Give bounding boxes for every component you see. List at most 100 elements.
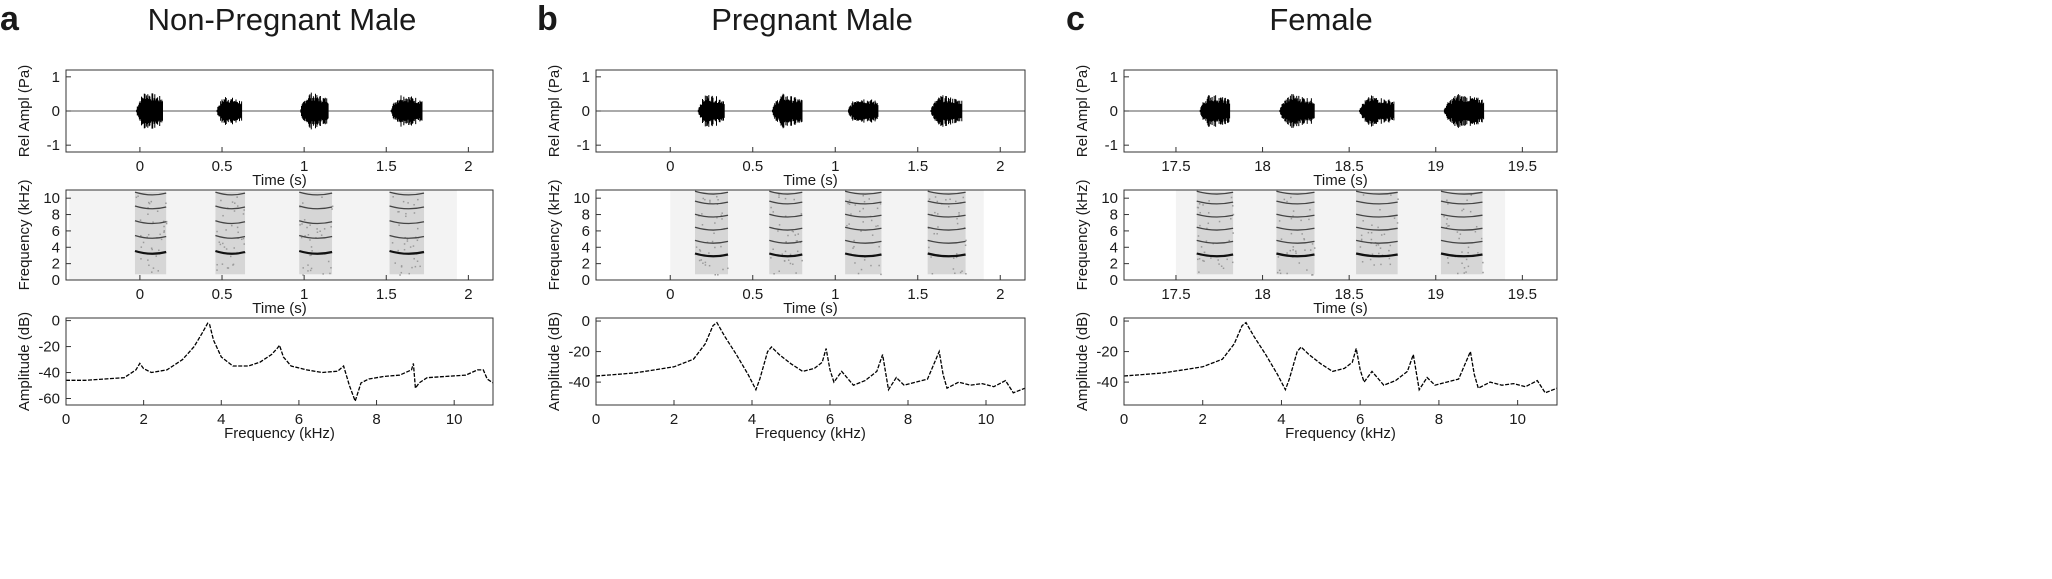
panel-b-spectrogram-noise-dot (954, 272, 956, 275)
panel-b-spectrogram-noise-dot (955, 200, 957, 203)
panel-b-spectrogram-noise-dot (700, 259, 703, 261)
panel-b-spectrogram-noise-dot (784, 197, 787, 200)
panel-b-spectrogram-harmonic (927, 239, 966, 244)
panel-a-spectrogram-ytick-label: 2 (52, 256, 60, 273)
panel-b-spectrogram-noise-dot (792, 263, 794, 265)
panel-c-spectrogram-noise-dot (1362, 194, 1365, 196)
panel-c-spectrogram-noise-dot (1289, 249, 1292, 252)
panel-b-spectrogram-noise-dot (934, 196, 937, 198)
panel-b-spectrogram-frame (595, 189, 1026, 281)
panel-c-spectrogram-noise-dot (1461, 262, 1463, 265)
panel-a-spectrogram-noise-dot (309, 254, 311, 257)
panel-a-spectrogram-noise-dot (155, 255, 157, 257)
panel-b-spectrogram-noise-dot (871, 234, 874, 236)
panel-b-spectrogram-noise-dot (870, 219, 873, 222)
panel-c-spectrogram-xlabel: Time (s) (1313, 300, 1367, 317)
panel-c-spectrogram-noise-dot (1230, 217, 1232, 220)
panel-b-spectrogram-harmonic (694, 200, 729, 205)
panel-a-spectrogram-noise-dot (413, 212, 416, 214)
panel-b-spectrogram-noise-dot (860, 230, 862, 232)
panel-a-waveform-burst (390, 95, 423, 127)
panel-b-spectrogram-harmonic (768, 252, 803, 258)
panel-a-spectrogram-noise-dot (303, 219, 306, 221)
panel-b-spectrogram-noise-dot (698, 259, 701, 262)
panel-c-spectrogram-ytick-label: 2 (1110, 256, 1118, 273)
panel-b-spectrogram-harmonic (927, 252, 966, 258)
panel-b-spectrogram-noise-dot (853, 239, 855, 242)
panel-a-spectrogram-noise-dot (152, 221, 154, 223)
panel-b-spectrogram-harmonic (769, 213, 803, 218)
panel-c-spectrogram-xtick-label: 19 (1427, 286, 1444, 303)
panel-a-spectrogram-noise-dot (391, 242, 394, 244)
panel-b-spectrogram-noise-dot (937, 213, 939, 215)
panel-c-spectrogram-noise-dot (1459, 233, 1462, 235)
panel-c-spectrum-xlabel: Frequency (kHz) (1285, 425, 1396, 442)
panel-c-spectrogram-noise-dot (1465, 271, 1467, 273)
panel-a-spectrogram-noise-dot (147, 213, 149, 215)
panel-b-spectrogram-harmonic (694, 252, 729, 258)
panel-a-waveform-ylabel: Rel Ampl (Pa) (16, 65, 33, 158)
panel-c-waveform-burst (1359, 95, 1395, 127)
panel-a-spectrogram-noise-dot (163, 230, 166, 232)
panel-a-spectrogram-harmonic (298, 249, 333, 255)
panel-c-spectrogram-noise-dot (1198, 258, 1201, 260)
panel-a-waveform-xtick-label: 1.5 (376, 158, 397, 175)
panel-a-spectrogram-noise-dot (223, 246, 226, 248)
panel-c-spectrogram-noise-dot (1230, 196, 1233, 199)
panel-c-spectrogram-noise-dot (1371, 253, 1374, 255)
panel-c-spectrogram-noise-dot (1379, 208, 1381, 211)
panel-c-spectrogram-noise-dot (1383, 233, 1386, 236)
panel-a-spectrogram-noise-dot (302, 267, 304, 269)
panel-c-spectrogram-noise-dot (1461, 251, 1463, 253)
panel-a-spectrogram-noise-dot (236, 226, 239, 229)
panel-b-spectrogram-noise-dot (952, 268, 955, 270)
panel-b-spectrogram-noise-dot (877, 225, 879, 227)
panel-b-waveform-ytick-label: -1 (577, 137, 590, 154)
panel-c-spectrogram-noise-dot (1373, 264, 1375, 266)
panel-b-spectrogram-noise-dot (797, 233, 800, 235)
panel-c-spectrogram-noise-dot (1309, 208, 1311, 211)
panel-c-spectrogram-noise-dot (1379, 247, 1382, 249)
panel-b-spectrum-xtick-label: 4 (748, 411, 756, 428)
panel-b-spectrogram-noise-dot (949, 198, 951, 201)
panel-a-waveform-xtick-label: 1 (300, 158, 308, 175)
panel-a-spectrogram-noise-dot (232, 264, 234, 266)
panel-b-spectrogram-noise-dot (927, 227, 930, 229)
panel-b-spectrogram-noise-dot (876, 207, 879, 210)
panel-c-spectrogram-noise-dot (1197, 206, 1200, 209)
panel-b-spectrogram-noise-dot (778, 224, 781, 226)
panel-b-spectrogram-xtick-label: 0.5 (742, 286, 763, 303)
panel-b-spectrogram-noise-dot (863, 259, 866, 261)
panel-c-spectrogram-noise-dot (1292, 249, 1294, 251)
panel-b-spectrogram-noise-dot (879, 203, 882, 205)
panel-b-spectrogram-noise-dot (709, 201, 711, 203)
panel-c-spectrogram-noise-dot (1280, 238, 1283, 240)
panel-b-spectrum-xtick-label: 0 (592, 411, 600, 428)
panel-a-spectrogram-noise-dot (302, 202, 304, 204)
panel-a-spectrogram-noise-dot (218, 241, 221, 243)
panel-b-letter: b (537, 0, 558, 38)
panel-b-spectrogram-ytick-label: 8 (582, 207, 590, 224)
panel-b-spectrogram-noise-dot (709, 199, 711, 202)
panel-b-spectrum-xtick-label: 6 (826, 411, 834, 428)
panel-c-spectrogram-noise-dot (1467, 251, 1469, 254)
panel-a-waveform-xtick-label: 0.5 (212, 158, 233, 175)
panel-b-spectrogram-noise-dot (784, 215, 787, 218)
panel-c-spectrogram-noise-dot (1308, 218, 1310, 221)
panel-b-spectrogram-noise-dot (795, 272, 797, 274)
panel-c-spectrogram-noise-dot (1218, 220, 1221, 223)
panel-c-spectrogram-ytick-label: 4 (1110, 239, 1118, 256)
panel-c-spectrogram-noise-dot (1447, 203, 1449, 205)
panel-b-spectrogram-harmonic (927, 213, 966, 218)
panel-c-spectrogram-noise-dot (1292, 210, 1295, 212)
panel-a-spectrogram-ytick-label: 0 (52, 272, 60, 289)
panel-c-waveform-burst (1279, 94, 1315, 128)
panel-b-spectrogram-noise-dot (778, 194, 780, 196)
panel-c-spectrogram-noise-dot (1300, 219, 1302, 222)
panel-a-waveform-xlabel: Time (s) (252, 172, 306, 189)
panel-b-spectrogram-harmonic (844, 190, 882, 195)
